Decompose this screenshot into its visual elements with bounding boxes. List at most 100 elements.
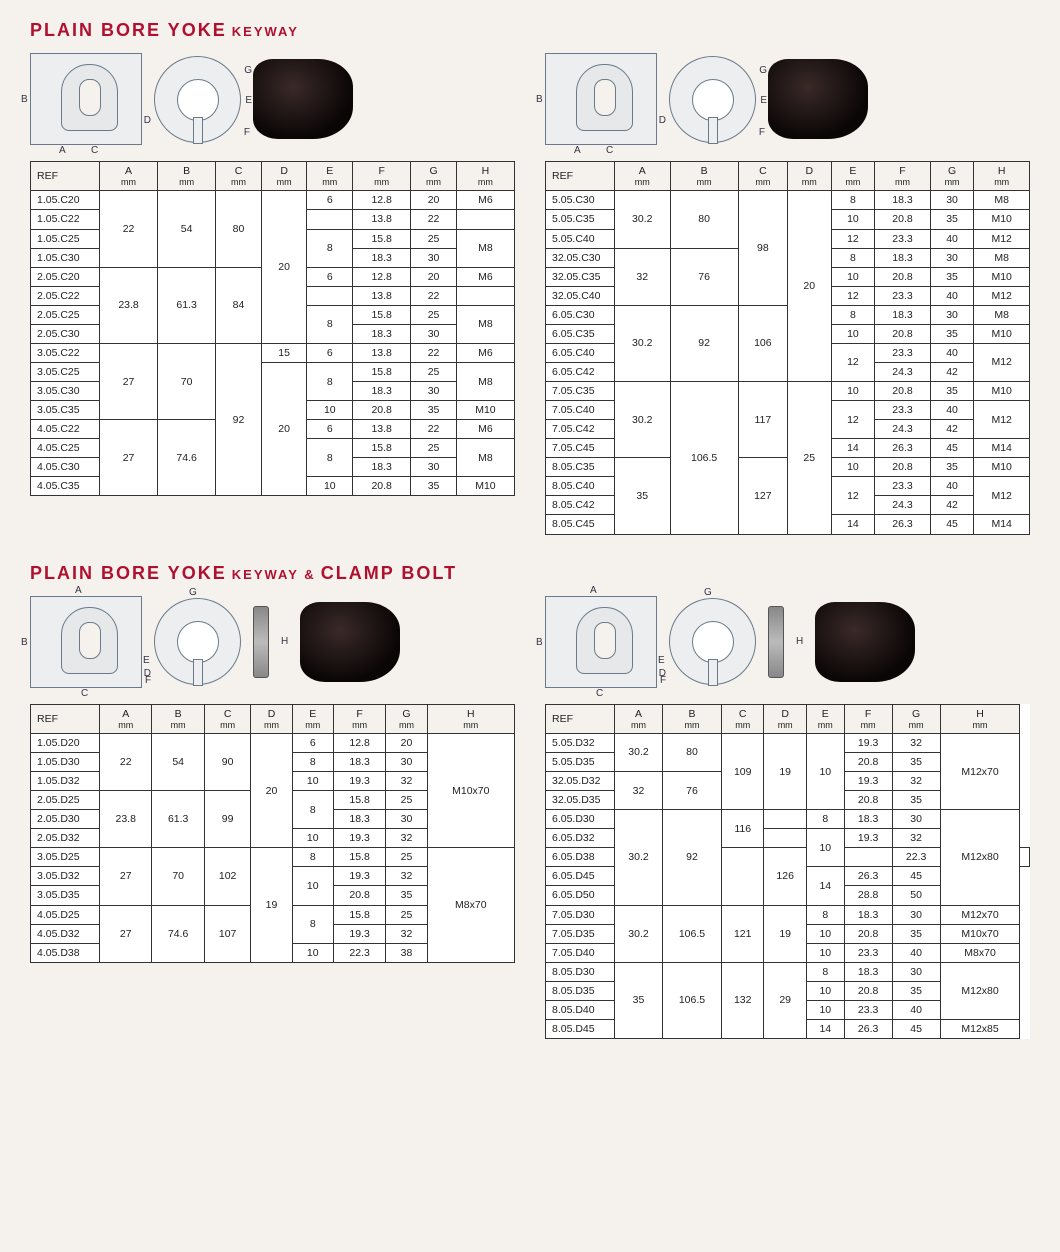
data-cell: 35 xyxy=(615,962,663,1038)
ref-cell: 32.05.C40 xyxy=(546,286,615,305)
data-cell: 30.2 xyxy=(615,305,671,381)
data-cell: 8 xyxy=(806,962,844,981)
data-cell: 19 xyxy=(251,848,292,962)
data-cell: 30 xyxy=(892,905,940,924)
data-cell: 92 xyxy=(216,343,262,496)
col-header: Dmm xyxy=(787,162,831,191)
title-sub: KEYWAY xyxy=(232,24,299,39)
diagrams: B A C D G E F xyxy=(545,49,1030,149)
data-cell: 106.5 xyxy=(670,382,738,535)
ref-cell: 8.05.C42 xyxy=(546,496,615,515)
data-cell: 20.8 xyxy=(875,210,931,229)
col-header: Hmm xyxy=(974,162,1030,191)
data-cell: 24.3 xyxy=(875,362,931,381)
data-cell: M10 xyxy=(974,382,1030,401)
ref-cell: 6.05.C30 xyxy=(546,305,615,324)
data-cell: 32 xyxy=(892,733,940,752)
ref-cell: 8.05.D40 xyxy=(546,1000,615,1019)
data-cell: 25 xyxy=(411,229,457,248)
data-cell: 35 xyxy=(930,324,974,343)
yoke-side-diagram: A B C D xyxy=(545,596,657,688)
data-cell: 8 xyxy=(806,810,844,829)
data-cell: 6 xyxy=(292,733,333,752)
data-cell: 8 xyxy=(307,305,353,343)
col-header: REF xyxy=(31,162,100,191)
yoke-photo xyxy=(253,59,353,139)
data-cell: 18.3 xyxy=(844,905,892,924)
data-cell: 30 xyxy=(930,191,974,210)
section1-left-panel: B A C D G E F REFAmmBmmCmmDmmEmmFmmGmmHm… xyxy=(30,49,515,496)
data-cell: 40 xyxy=(930,343,974,362)
data-cell: 30 xyxy=(930,305,974,324)
ref-cell: 4.05.D25 xyxy=(31,905,100,924)
data-cell: 26.3 xyxy=(844,867,892,886)
ref-cell: 6.05.C35 xyxy=(546,324,615,343)
data-cell: 74.6 xyxy=(158,420,216,496)
ref-cell: 8.05.C35 xyxy=(546,458,615,477)
col-header: Gmm xyxy=(930,162,974,191)
ref-cell: 32.05.C30 xyxy=(546,248,615,267)
col-header: Dmm xyxy=(764,704,806,733)
data-cell: 80 xyxy=(662,733,721,771)
data-cell: 24.3 xyxy=(875,496,931,515)
data-cell: 30.2 xyxy=(615,191,671,248)
data-cell: 107 xyxy=(204,905,250,962)
data-cell: 40 xyxy=(930,477,974,496)
data-cell xyxy=(721,848,763,905)
ref-cell: 2.05.C30 xyxy=(31,324,100,343)
data-cell: 10 xyxy=(292,772,333,791)
data-cell: 19.3 xyxy=(333,829,385,848)
diagrams: B A C D G E F xyxy=(30,49,515,149)
ref-cell: 1.05.D20 xyxy=(31,733,100,752)
ref-cell: 3.05.D35 xyxy=(31,886,100,905)
data-cell: 121 xyxy=(721,905,763,962)
data-cell: 20.8 xyxy=(844,924,892,943)
yoke-photo xyxy=(768,59,868,139)
data-cell: M6 xyxy=(456,267,514,286)
data-cell: 6 xyxy=(307,267,353,286)
title-main: PLAIN BORE YOKE xyxy=(30,563,227,583)
data-cell: 19 xyxy=(764,905,806,962)
data-cell: 15.8 xyxy=(333,905,385,924)
data-cell: 8 xyxy=(307,229,353,267)
data-cell: 30.2 xyxy=(615,733,663,771)
data-cell: M12 xyxy=(974,401,1030,439)
ref-cell: 1.05.C25 xyxy=(31,229,100,248)
ref-cell: 7.05.C40 xyxy=(546,401,615,420)
ref-cell: 3.05.C25 xyxy=(31,362,100,381)
data-cell: 8 xyxy=(831,248,875,267)
data-cell: M6 xyxy=(456,343,514,362)
data-cell: 109 xyxy=(721,733,763,809)
data-cell: 14 xyxy=(831,439,875,458)
data-cell: M8 xyxy=(456,305,514,343)
data-cell: 32 xyxy=(386,772,427,791)
col-header: Gmm xyxy=(386,704,427,733)
data-cell: M8 xyxy=(974,305,1030,324)
ref-cell: 6.05.C40 xyxy=(546,343,615,362)
data-cell: 8 xyxy=(307,362,353,400)
ref-cell: 4.05.C30 xyxy=(31,458,100,477)
data-cell: 32 xyxy=(615,248,671,305)
data-cell: 92 xyxy=(662,810,721,905)
data-cell: 6 xyxy=(307,343,353,362)
data-cell: 127 xyxy=(738,458,787,534)
ref-cell: 6.05.C42 xyxy=(546,362,615,381)
data-cell: 18.3 xyxy=(875,248,931,267)
col-header: Cmm xyxy=(738,162,787,191)
data-cell: 32 xyxy=(892,772,940,791)
col-header: Fmm xyxy=(333,704,385,733)
section2-title: PLAIN BORE YOKE KEYWAY & CLAMP BOLT xyxy=(30,563,1030,584)
data-cell: 42 xyxy=(930,496,974,515)
data-cell: 54 xyxy=(152,733,204,790)
data-cell: 30 xyxy=(386,810,427,829)
data-cell: 35 xyxy=(386,886,427,905)
data-cell: 20 xyxy=(787,191,831,382)
ref-cell: 2.05.C20 xyxy=(31,267,100,286)
data-cell: 12 xyxy=(831,401,875,439)
data-cell: 20.8 xyxy=(844,981,892,1000)
data-cell: M14 xyxy=(974,439,1030,458)
data-cell: 20.8 xyxy=(844,753,892,772)
data-cell xyxy=(844,848,892,867)
data-cell: 102 xyxy=(204,848,250,905)
data-cell: M10 xyxy=(974,210,1030,229)
